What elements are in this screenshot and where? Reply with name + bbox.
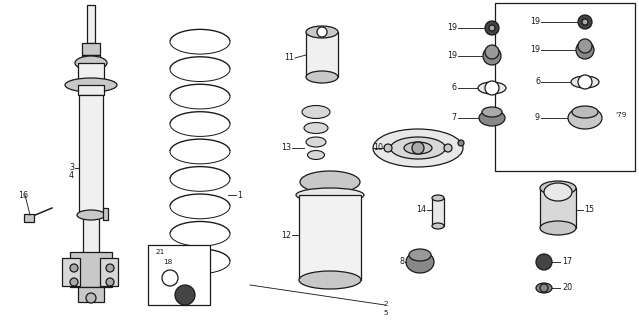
Circle shape xyxy=(317,27,327,37)
Circle shape xyxy=(485,81,499,95)
Ellipse shape xyxy=(540,221,576,235)
Circle shape xyxy=(458,140,464,146)
Ellipse shape xyxy=(306,71,338,83)
Bar xyxy=(103,208,108,220)
Ellipse shape xyxy=(77,210,105,220)
Text: 4: 4 xyxy=(69,172,74,180)
Text: 18: 18 xyxy=(163,259,173,265)
Ellipse shape xyxy=(306,137,326,147)
Bar xyxy=(70,252,112,287)
Bar xyxy=(100,258,118,286)
Text: 2: 2 xyxy=(383,301,388,307)
Circle shape xyxy=(485,45,499,59)
Circle shape xyxy=(444,144,452,152)
Ellipse shape xyxy=(296,188,364,202)
Text: 1: 1 xyxy=(237,190,242,199)
Bar xyxy=(306,32,338,77)
Circle shape xyxy=(578,39,592,53)
Text: 20: 20 xyxy=(562,284,572,292)
Bar xyxy=(79,95,103,215)
Ellipse shape xyxy=(390,137,445,159)
Bar xyxy=(82,43,100,55)
Bar xyxy=(62,258,80,286)
Ellipse shape xyxy=(571,76,599,88)
Circle shape xyxy=(578,15,592,29)
Text: 19: 19 xyxy=(447,52,457,60)
Bar xyxy=(495,3,635,171)
Text: 17: 17 xyxy=(562,258,572,267)
Circle shape xyxy=(536,254,552,270)
Bar xyxy=(82,55,100,60)
Text: 12: 12 xyxy=(281,230,291,239)
Circle shape xyxy=(576,41,594,59)
Text: 6: 6 xyxy=(452,84,457,92)
Text: 13: 13 xyxy=(281,143,291,153)
Bar xyxy=(24,214,34,222)
Bar xyxy=(83,215,99,253)
Circle shape xyxy=(70,264,78,272)
Text: 21: 21 xyxy=(155,249,164,255)
Ellipse shape xyxy=(409,249,431,261)
Ellipse shape xyxy=(544,183,572,201)
Ellipse shape xyxy=(404,142,432,154)
Text: 5: 5 xyxy=(383,310,388,316)
Circle shape xyxy=(582,19,588,25)
Bar xyxy=(78,85,104,95)
Circle shape xyxy=(578,75,592,89)
Text: 7: 7 xyxy=(452,114,457,123)
Ellipse shape xyxy=(406,251,434,273)
Ellipse shape xyxy=(306,26,338,38)
Bar xyxy=(78,287,104,302)
Ellipse shape xyxy=(65,78,117,92)
Text: 19: 19 xyxy=(530,18,540,27)
Text: 16: 16 xyxy=(18,190,28,199)
Ellipse shape xyxy=(479,110,505,126)
Text: 3: 3 xyxy=(69,164,74,172)
Bar xyxy=(87,5,95,43)
Ellipse shape xyxy=(75,56,107,70)
Ellipse shape xyxy=(373,129,463,167)
Circle shape xyxy=(384,144,392,152)
Bar xyxy=(299,195,361,280)
Circle shape xyxy=(106,278,114,286)
Ellipse shape xyxy=(299,271,361,289)
Circle shape xyxy=(489,25,495,31)
Ellipse shape xyxy=(478,82,506,94)
Circle shape xyxy=(70,278,78,286)
Circle shape xyxy=(483,47,501,65)
Ellipse shape xyxy=(540,181,576,195)
Ellipse shape xyxy=(536,283,552,293)
Circle shape xyxy=(412,142,424,154)
Ellipse shape xyxy=(307,150,325,159)
Bar xyxy=(432,198,444,226)
Ellipse shape xyxy=(300,171,360,193)
Circle shape xyxy=(86,293,96,303)
Text: 9: 9 xyxy=(535,114,540,123)
Text: 19: 19 xyxy=(530,45,540,54)
Circle shape xyxy=(106,264,114,272)
Bar xyxy=(148,245,210,305)
Circle shape xyxy=(175,285,195,305)
Text: 10: 10 xyxy=(373,143,383,153)
Text: 15: 15 xyxy=(584,205,594,214)
Ellipse shape xyxy=(482,107,502,117)
Ellipse shape xyxy=(304,123,328,133)
Ellipse shape xyxy=(302,106,330,118)
Bar xyxy=(78,63,104,81)
Ellipse shape xyxy=(568,107,602,129)
Ellipse shape xyxy=(572,106,598,118)
Text: 8: 8 xyxy=(399,258,404,267)
Text: 19: 19 xyxy=(447,23,457,33)
Circle shape xyxy=(540,284,548,292)
Ellipse shape xyxy=(432,195,444,201)
Text: '79: '79 xyxy=(615,112,627,118)
Ellipse shape xyxy=(432,223,444,229)
Text: 6: 6 xyxy=(535,77,540,86)
Circle shape xyxy=(485,21,499,35)
Bar xyxy=(540,188,576,228)
Text: 11: 11 xyxy=(284,53,294,62)
Text: 14: 14 xyxy=(416,205,426,214)
